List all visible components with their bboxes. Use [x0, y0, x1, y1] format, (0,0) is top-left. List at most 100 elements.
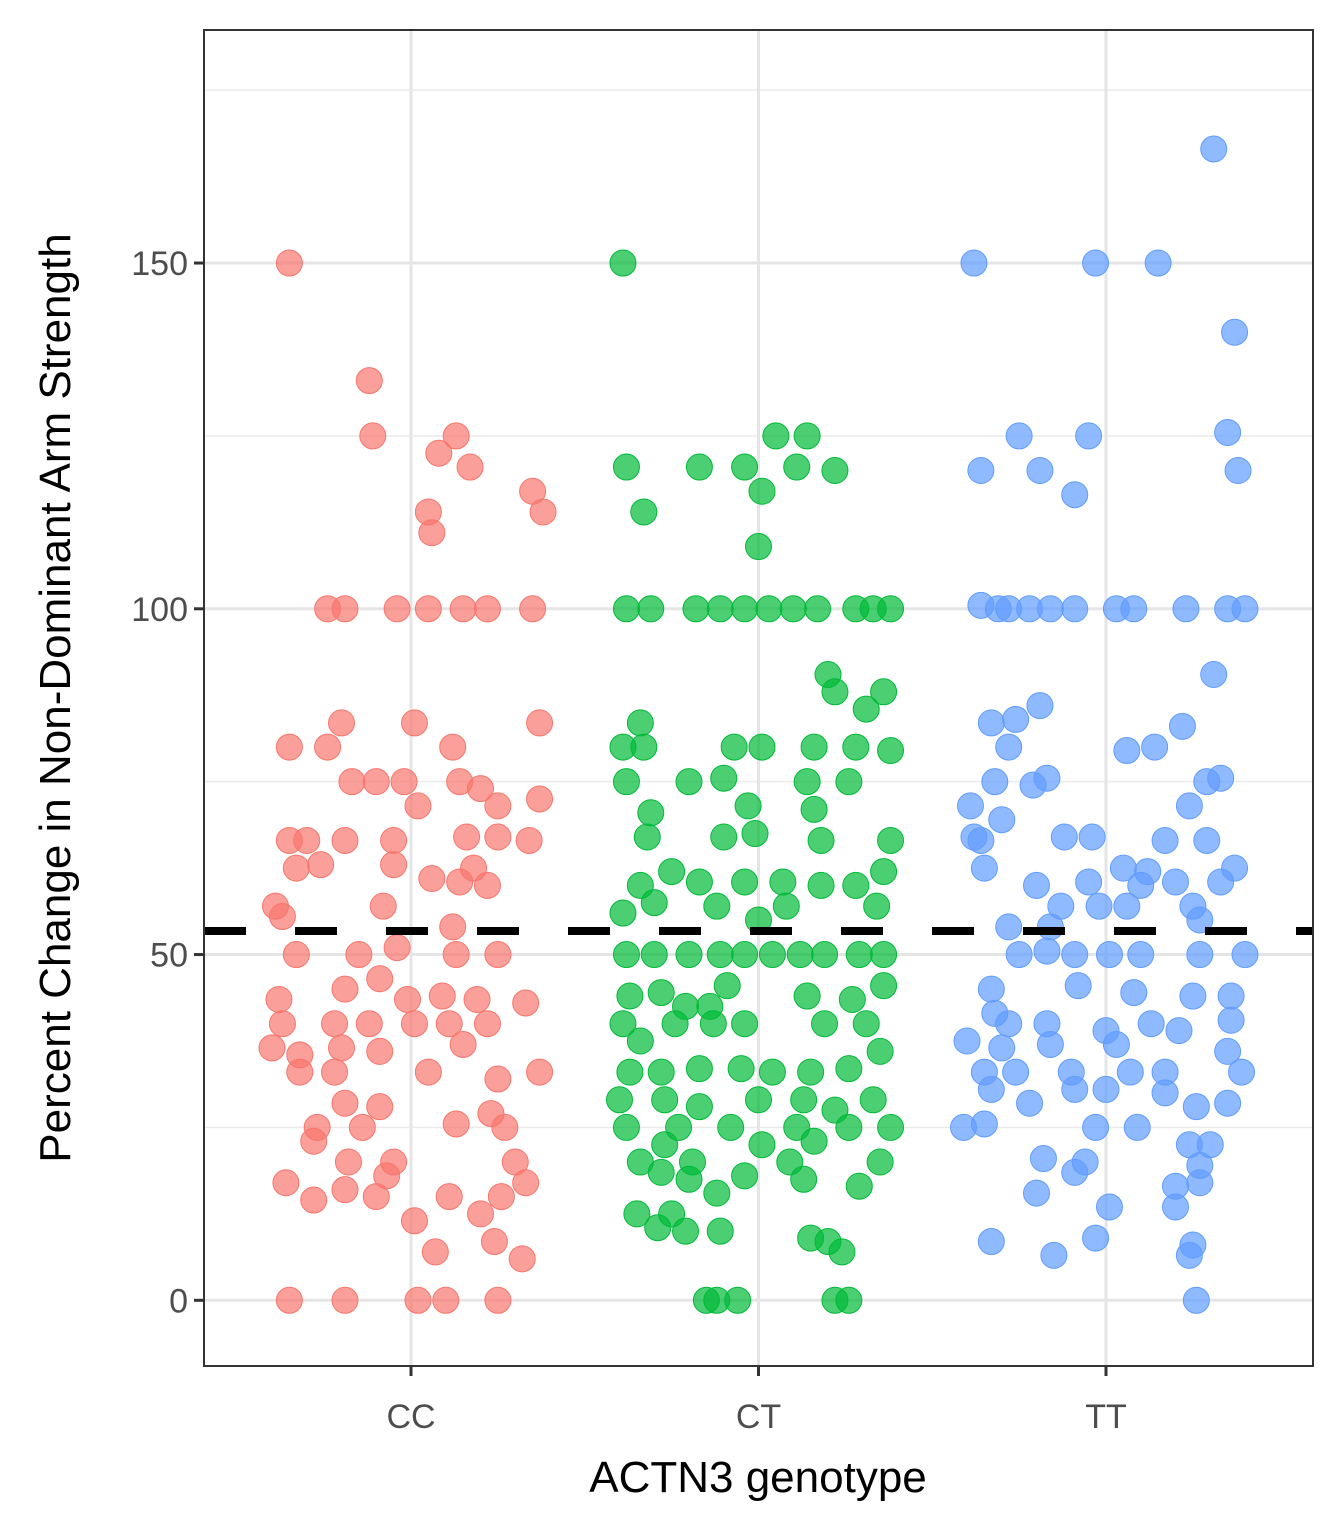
data-point-ct — [845, 1172, 873, 1200]
data-point-cc — [380, 826, 408, 854]
data-point-ct — [800, 733, 828, 761]
data-point-tt — [1005, 941, 1033, 969]
data-point-tt — [1141, 733, 1169, 761]
data-point-tt — [1078, 823, 1106, 851]
data-point-cc — [435, 1183, 463, 1211]
data-point-cc — [275, 733, 303, 761]
data-point-cc — [400, 709, 428, 737]
data-point-tt — [1151, 826, 1179, 854]
data-point-tt — [1228, 1058, 1256, 1086]
data-point-cc — [425, 439, 453, 467]
data-point-cc — [300, 1186, 328, 1214]
data-point-cc — [366, 1093, 394, 1121]
data-point-cc — [484, 1286, 512, 1314]
x-tick-label: CC — [386, 1398, 435, 1436]
data-point-cc — [463, 985, 491, 1013]
data-point-ct — [644, 1214, 672, 1242]
data-point-ct — [877, 826, 905, 854]
data-point-cc — [487, 1183, 515, 1211]
data-point-ct — [672, 1217, 700, 1245]
data-point-cc — [394, 985, 422, 1013]
data-point-cc — [369, 892, 397, 920]
data-point-cc — [467, 775, 494, 803]
data-point-tt — [1033, 937, 1061, 965]
data-point-tt — [1193, 826, 1221, 854]
data-point-tt — [981, 768, 1009, 796]
data-point-ct — [877, 595, 905, 623]
data-point-ct — [800, 1127, 828, 1155]
data-point-tt — [1214, 1037, 1242, 1065]
data-point-tt — [1036, 1030, 1064, 1058]
data-point-tt — [1002, 1058, 1030, 1086]
data-point-cc — [473, 1010, 501, 1038]
data-point-cc — [439, 913, 467, 941]
data-point-ct — [797, 1058, 825, 1086]
data-point-tt — [1082, 249, 1110, 277]
data-point-ct — [745, 533, 772, 561]
data-point-ct — [699, 1010, 727, 1038]
data-point-cc — [321, 1058, 349, 1086]
data-point-ct — [852, 1010, 880, 1038]
data-point-cc — [414, 595, 442, 623]
data-point-tt — [1214, 418, 1242, 446]
data-point-tt — [1082, 1113, 1110, 1141]
data-point-ct — [877, 737, 905, 765]
data-point-cc — [418, 864, 446, 892]
data-point-cc — [265, 985, 293, 1013]
data-point-tt — [1120, 595, 1148, 623]
data-point-ct — [626, 709, 654, 737]
x-tick-label: TT — [1085, 1398, 1127, 1436]
data-point-ct — [835, 768, 863, 796]
data-point-ct — [863, 892, 891, 920]
data-point-cc — [508, 1245, 536, 1273]
data-point-ct — [793, 422, 821, 450]
data-point-tt — [1175, 792, 1203, 820]
data-point-cc — [428, 982, 456, 1010]
data-point-tt — [1085, 892, 1113, 920]
data-point-ct — [630, 498, 658, 526]
data-point-ct — [731, 868, 759, 896]
data-point-tt — [1186, 941, 1214, 969]
data-point-cc — [286, 1058, 314, 1086]
data-point-ct — [745, 1086, 772, 1114]
data-point-cc — [414, 1058, 442, 1086]
data-point-tt — [1162, 868, 1189, 896]
data-point-cc — [491, 1113, 519, 1141]
data-point-ct — [748, 1131, 776, 1159]
data-point-ct — [609, 899, 637, 927]
data-point-tt — [1095, 941, 1123, 969]
data-point-tt — [1127, 941, 1155, 969]
data-point-cc — [435, 1010, 463, 1038]
data-point-cc — [307, 851, 335, 879]
data-point-ct — [626, 1027, 654, 1055]
data-point-tt — [1033, 764, 1061, 792]
data-point-tt — [1200, 660, 1228, 688]
data-point-ct — [706, 595, 734, 623]
data-point-tt — [1026, 692, 1054, 720]
data-point-ct — [637, 595, 665, 623]
data-point-cc — [380, 851, 408, 879]
data-point-cc — [449, 595, 477, 623]
data-point-cc — [362, 768, 390, 796]
data-point-ct — [658, 858, 686, 886]
data-point-cc — [359, 422, 387, 450]
data-point-tt — [1050, 823, 1078, 851]
x-tick-label: CT — [736, 1398, 781, 1436]
data-point-ct — [870, 941, 898, 969]
data-point-ct — [758, 941, 786, 969]
data-point-cc — [480, 1228, 508, 1256]
data-point-tt — [1231, 941, 1259, 969]
data-point-tt — [1207, 764, 1235, 792]
data-point-cc — [348, 1113, 376, 1141]
data-point-tt — [1168, 712, 1196, 740]
data-point-cc — [275, 249, 303, 277]
data-point-cc — [383, 595, 411, 623]
data-point-ct — [748, 477, 776, 505]
data-point-ct — [616, 1058, 644, 1086]
data-point-cc — [300, 1127, 328, 1155]
data-point-ct — [731, 453, 759, 481]
data-point-tt — [1186, 1169, 1214, 1197]
data-point-tt — [1061, 1158, 1089, 1186]
data-point-ct — [748, 733, 776, 761]
data-point-cc — [512, 1169, 540, 1197]
